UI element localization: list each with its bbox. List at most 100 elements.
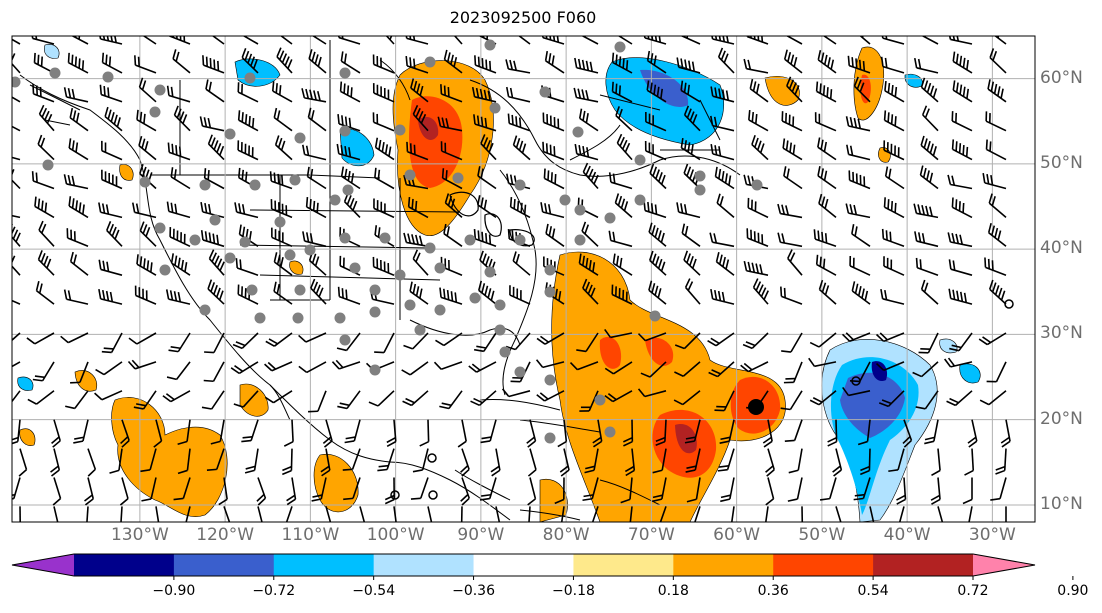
- wind-barb: [948, 288, 973, 305]
- wind-barb: [63, 289, 89, 305]
- station-dot: [634, 194, 646, 206]
- wind-barb: [172, 49, 191, 74]
- wind-barb: [98, 259, 123, 276]
- wind-barb: [241, 419, 259, 443]
- wind-barb: [63, 87, 89, 103]
- wind-barb: [256, 477, 267, 506]
- station-dot: [284, 249, 296, 261]
- wind-barb: [331, 359, 361, 370]
- wind-barb: [372, 83, 395, 103]
- wind-barb: [63, 174, 89, 190]
- wind-barb: [835, 506, 844, 522]
- wind-barb: [560, 506, 565, 522]
- wind-barb: [284, 506, 293, 522]
- wind-barb: [202, 55, 225, 74]
- wind-barb: [676, 57, 701, 74]
- wind-barb: [544, 50, 565, 74]
- wind-barb: [136, 254, 157, 276]
- station-dot: [339, 125, 351, 137]
- wind-barb: [648, 250, 667, 276]
- wind-barb: [35, 280, 55, 305]
- wind-barb: [1000, 419, 1011, 448]
- wind-barb: [490, 448, 501, 477]
- wind-barb: [685, 448, 701, 473]
- wind-barb: [460, 506, 463, 522]
- wind-barb: [692, 506, 701, 522]
- station-dot: [499, 346, 511, 358]
- wind-barb: [131, 202, 157, 219]
- wind-barb: [208, 249, 225, 276]
- wind-barb: [979, 390, 1007, 406]
- wind-barb: [68, 36, 89, 45]
- station-dot: [594, 394, 606, 406]
- wind-barb: [443, 49, 463, 74]
- wind-barb: [542, 141, 565, 161]
- wind-barb: [340, 166, 361, 190]
- wind-barb: [98, 202, 123, 219]
- wind-barb: [386, 419, 397, 448]
- wind-barb: [569, 361, 599, 371]
- colorbar-tick-label: 0.36: [757, 583, 789, 599]
- wind-barb: [951, 111, 973, 132]
- longitude-label: 80°W: [542, 525, 590, 545]
- wind-barb: [374, 332, 395, 354]
- wind-barb: [915, 390, 939, 410]
- station-dot: [544, 432, 556, 444]
- wind-barb: [440, 84, 463, 103]
- wind-barb: [978, 332, 1007, 346]
- station-dot: [514, 179, 526, 191]
- wind-barb: [527, 506, 531, 522]
- wind-barb: [34, 196, 55, 219]
- station-dot: [154, 84, 166, 96]
- station-dot: [342, 184, 354, 196]
- longitude-label: 110°W: [281, 525, 340, 545]
- wind-barb: [578, 36, 599, 45]
- wind-barb: [578, 108, 599, 132]
- wind-barb: [441, 168, 463, 190]
- station-dot: [452, 172, 464, 184]
- wind-barb: [536, 390, 565, 402]
- station-dot: [329, 194, 341, 206]
- wind-barb: [70, 361, 89, 384]
- wind-barb: [201, 390, 225, 410]
- station-dot: [649, 310, 661, 322]
- wind-barb: [604, 390, 633, 403]
- wind-barb: [884, 166, 905, 190]
- wind-barb: [286, 477, 297, 506]
- wind-barb: [584, 448, 599, 474]
- wind-barb: [611, 52, 633, 74]
- wind-barb: [841, 332, 871, 342]
- wind-barb: [308, 250, 327, 276]
- wind-barb: [127, 359, 157, 370]
- wind-barb: [104, 106, 123, 132]
- wind-barb: [643, 200, 667, 219]
- wind-barb: [305, 197, 327, 219]
- wind-barb: [710, 115, 735, 132]
- wind-barb: [536, 332, 565, 345]
- wind-barb: [307, 107, 327, 132]
- station-dot: [339, 67, 351, 79]
- wind-barb: [637, 388, 667, 398]
- station-dot: [239, 236, 251, 248]
- wind-barb: [306, 36, 327, 45]
- wind-barb: [573, 87, 599, 103]
- wind-barb: [101, 140, 123, 161]
- wind-barb: [949, 332, 973, 352]
- station-dot: [469, 292, 481, 304]
- wind-barb: [401, 361, 429, 376]
- wind-barb: [919, 165, 939, 190]
- wind-barb: [162, 390, 191, 403]
- wind-barb: [777, 203, 803, 219]
- wind-barb: [918, 36, 939, 45]
- wind-barb: [818, 193, 837, 219]
- wind-barb: [743, 58, 769, 74]
- wind-barb: [37, 134, 55, 161]
- wind-barb: [440, 141, 463, 161]
- wind-barb: [875, 332, 905, 343]
- wind-barb: [645, 111, 667, 132]
- colorbar-tick-label: 0.90: [1057, 583, 1089, 599]
- wind-barb: [815, 81, 837, 103]
- wind-barb: [676, 202, 701, 219]
- wind-barb: [884, 80, 905, 103]
- wind-barb: [377, 448, 395, 472]
